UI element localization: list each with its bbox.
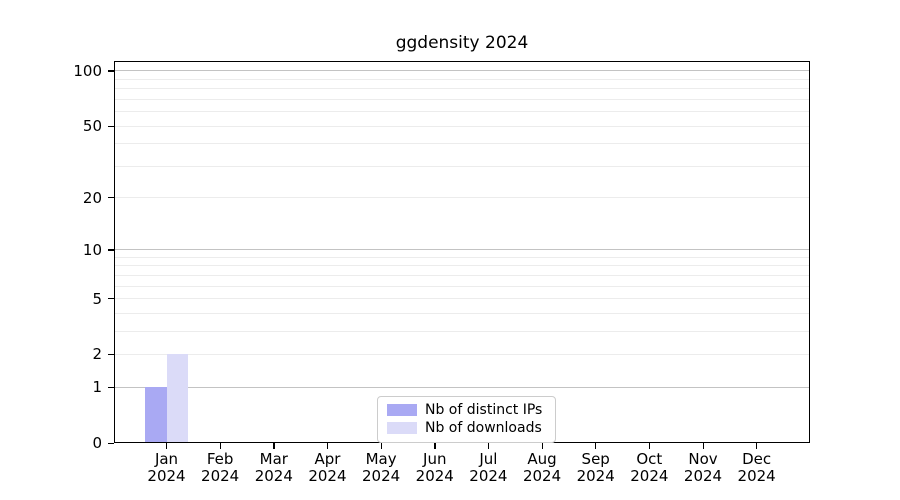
x-tick-label: Sep 2024 xyxy=(568,451,624,485)
legend-label-downloads: Nb of downloads xyxy=(425,420,542,436)
legend-label-distinct-ips: Nb of distinct IPs xyxy=(425,402,543,418)
minor-gridline xyxy=(115,197,809,199)
x-tick-month: Jul xyxy=(479,450,498,468)
minor-gridline xyxy=(115,353,809,355)
bar-nb-of-downloads xyxy=(166,354,188,443)
x-tick-year: 2024 xyxy=(683,467,723,485)
x-tick xyxy=(702,443,704,449)
minor-gridline xyxy=(115,285,809,287)
x-tick-label: Mar 2024 xyxy=(246,451,302,485)
x-tick-year: 2024 xyxy=(254,467,293,485)
y-tick xyxy=(108,442,114,444)
y-tick xyxy=(108,298,114,300)
x-tick-year: 2024 xyxy=(147,467,186,485)
x-tick-year: 2024 xyxy=(630,467,669,485)
x-tick xyxy=(219,443,221,449)
x-tick xyxy=(756,443,758,449)
y-tick xyxy=(108,353,114,356)
legend-entry-distinct-ips: Nb of distinct IPs xyxy=(378,401,555,419)
x-tick xyxy=(648,443,651,449)
x-tick-year: 2024 xyxy=(469,467,508,485)
x-tick-label: Aug 2024 xyxy=(514,451,570,485)
y-tick-label: 2 xyxy=(92,345,102,364)
minor-gridline xyxy=(115,265,809,267)
x-tick-year: 2024 xyxy=(522,467,562,485)
y-tick-label: 100 xyxy=(73,61,102,80)
minor-gridline xyxy=(115,312,809,314)
x-tick xyxy=(326,443,329,449)
y-tick xyxy=(108,125,114,127)
minor-gridline xyxy=(115,256,809,258)
minor-gridline xyxy=(115,143,809,145)
minor-gridline xyxy=(115,88,809,90)
x-tick-label: Jul 2024 xyxy=(460,451,516,485)
legend-swatch-downloads xyxy=(387,422,417,434)
x-tick xyxy=(487,443,490,449)
x-tick xyxy=(541,443,543,449)
minor-gridline xyxy=(115,98,809,100)
minor-gridline xyxy=(115,165,809,167)
x-tick-month: Sep xyxy=(581,450,610,468)
x-tick-month: Aug xyxy=(527,450,557,468)
x-tick-year: 2024 xyxy=(362,467,401,485)
x-tick-label: Dec 2024 xyxy=(729,451,785,485)
y-tick-label: 0 xyxy=(92,434,102,452)
bar-nb-of-distinct-ips xyxy=(145,387,167,443)
x-tick-year: 2024 xyxy=(308,467,347,485)
x-tick xyxy=(434,443,436,449)
y-tick xyxy=(108,197,114,199)
x-tick-month: Mar xyxy=(259,450,288,468)
x-tick-month: Feb xyxy=(206,450,234,468)
minor-gridline xyxy=(115,330,809,332)
x-tick-month: Oct xyxy=(636,450,663,468)
y-tick xyxy=(108,70,114,72)
y-tick-label: 50 xyxy=(82,117,102,136)
plot-frame xyxy=(114,61,810,443)
y-tick xyxy=(108,249,114,251)
x-tick-year: 2024 xyxy=(201,467,240,485)
y-tick-label: 10 xyxy=(82,240,102,259)
major-gridline xyxy=(115,249,809,251)
y-tick-label: 5 xyxy=(92,289,102,308)
x-tick-label: Feb 2024 xyxy=(192,451,248,485)
minor-gridline xyxy=(115,298,809,300)
chart-title: ggdensity 2024 xyxy=(395,33,529,53)
x-tick-label: Nov 2024 xyxy=(675,451,731,485)
x-tick-year: 2024 xyxy=(737,467,776,485)
major-gridline xyxy=(115,70,809,72)
legend-entry-downloads: Nb of downloads xyxy=(378,419,555,437)
x-tick-month: Jun xyxy=(423,450,447,468)
y-tick-label: 20 xyxy=(82,188,102,207)
x-tick-label: Apr 2024 xyxy=(299,451,355,485)
major-gridline xyxy=(115,386,809,388)
x-tick-year: 2024 xyxy=(576,467,615,485)
minor-gridline xyxy=(115,125,809,127)
x-tick-label: May 2024 xyxy=(353,451,409,485)
x-tick-month: Nov xyxy=(688,450,718,468)
minor-gridline xyxy=(115,274,809,276)
x-tick-month: Dec xyxy=(742,450,772,468)
legend: Nb of distinct IPs Nb of downloads xyxy=(377,396,556,443)
x-tick-label: Jun 2024 xyxy=(407,451,463,485)
minor-gridline xyxy=(115,78,809,80)
y-tick-label: 1 xyxy=(92,378,102,397)
y-tick xyxy=(108,386,114,388)
x-tick-month: Jan xyxy=(154,450,179,468)
minor-gridline xyxy=(115,111,809,113)
x-tick-label: Oct 2024 xyxy=(621,451,677,485)
x-tick xyxy=(380,443,382,449)
x-tick-month: May xyxy=(365,450,397,468)
x-tick-year: 2024 xyxy=(415,467,454,485)
x-tick xyxy=(273,443,275,449)
x-tick xyxy=(595,443,597,449)
x-tick xyxy=(166,443,168,449)
x-tick-label: Jan 2024 xyxy=(139,451,195,485)
x-tick-month: Apr xyxy=(314,450,341,468)
legend-swatch-distinct-ips xyxy=(387,404,417,416)
